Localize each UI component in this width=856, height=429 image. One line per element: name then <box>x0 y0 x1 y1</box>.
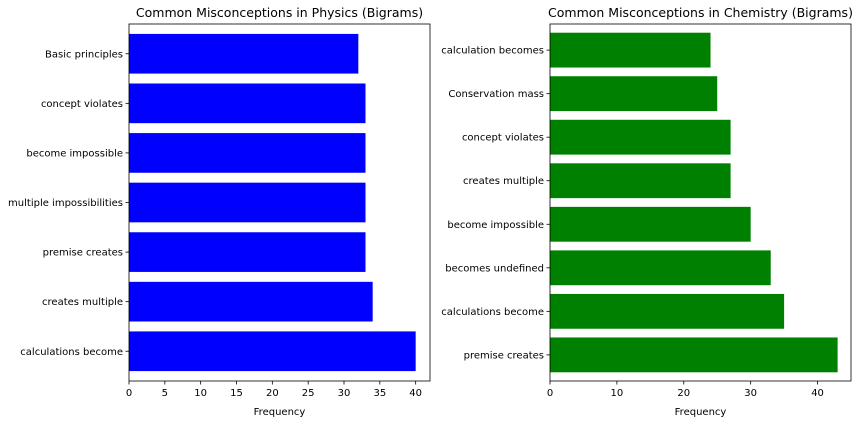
x-tick-label: 35 <box>373 388 386 399</box>
category-label: become impossible <box>447 220 544 231</box>
category-label: calculation becomes <box>441 46 544 57</box>
x-tick-label: 20 <box>677 388 690 399</box>
category-label: calculations become <box>20 347 123 358</box>
category-label: premise creates <box>464 350 544 361</box>
x-tick-label: 10 <box>194 388 207 399</box>
x-tick-label: 30 <box>338 388 351 399</box>
bar-become-impossible <box>550 206 751 242</box>
bar-become-impossible <box>129 133 366 173</box>
x-tick-label: 0 <box>547 388 553 399</box>
category-label: Conservation mass <box>448 89 544 100</box>
bar-concept-violates <box>129 83 366 124</box>
bar-premise-creates <box>129 232 366 272</box>
bar-multiple-impossibilities <box>129 182 366 223</box>
x-axis-label: Frequency <box>254 407 306 418</box>
bar-premise-creates <box>550 337 838 373</box>
bar-becomes-undefined <box>550 250 771 286</box>
bar-creates-multiple <box>129 281 373 322</box>
x-tick-label: 40 <box>409 388 422 399</box>
chart-title: Common Misconceptions in Physics (Bigram… <box>136 5 423 20</box>
category-label: multiple impossibilities <box>8 198 123 209</box>
category-label: Basic principles <box>45 49 123 60</box>
category-label: premise creates <box>43 248 123 259</box>
category-label: concept violates <box>41 99 123 110</box>
x-tick-label: 40 <box>811 388 824 399</box>
chart-title: Common Misconceptions in Chemistry (Bigr… <box>548 5 853 20</box>
bar-conservation-mass <box>550 76 718 112</box>
plot-frame <box>549 23 852 382</box>
bar-creates-multiple <box>550 163 731 199</box>
x-tick-label: 15 <box>230 388 243 399</box>
bar-calculations-become <box>550 293 785 329</box>
bar-basic-principles <box>129 33 359 74</box>
x-tick-label: 30 <box>744 388 757 399</box>
bar-concept-violates <box>550 119 731 155</box>
x-tick-label: 5 <box>162 388 168 399</box>
category-label: concept violates <box>462 133 544 144</box>
bar-calculations-become <box>129 331 416 372</box>
x-tick-label: 25 <box>302 388 315 399</box>
x-tick-label: 0 <box>126 388 132 399</box>
category-label: creates multiple <box>463 176 544 187</box>
bar-calculation-becomes <box>550 32 711 68</box>
category-label: calculations become <box>441 307 544 318</box>
x-tick-label: 20 <box>266 388 279 399</box>
category-label: become impossible <box>26 148 123 159</box>
x-axis-label: Frequency <box>675 407 727 418</box>
x-tick-label: 10 <box>611 388 624 399</box>
category-label: becomes undefined <box>445 263 544 274</box>
category-label: creates multiple <box>42 297 123 308</box>
